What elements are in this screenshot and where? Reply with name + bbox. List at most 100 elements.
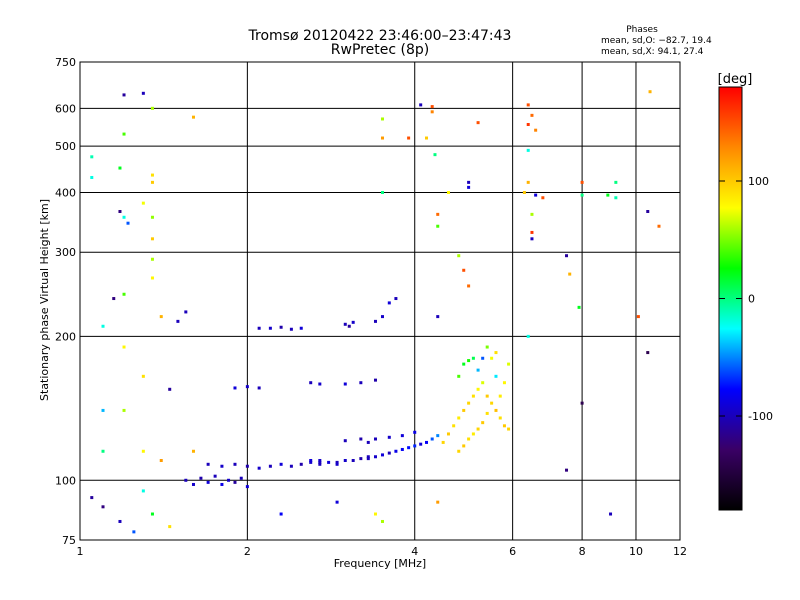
data-point [373, 455, 377, 459]
data-point [467, 359, 471, 363]
data-point [577, 305, 581, 309]
data-point [318, 458, 322, 462]
data-point [380, 136, 384, 140]
data-point [150, 257, 154, 261]
x-tick-label: 6 [509, 545, 516, 558]
data-point [150, 512, 154, 516]
data-point [534, 193, 538, 197]
data-points [90, 90, 661, 534]
data-point [126, 221, 130, 225]
data-point [485, 345, 489, 349]
data-point [462, 362, 466, 366]
data-point [430, 105, 434, 109]
colorbar-label: [deg] [718, 72, 753, 87]
data-point [220, 482, 224, 486]
data-point [233, 462, 237, 466]
data-point [387, 451, 391, 455]
data-point [118, 210, 122, 214]
data-point [476, 427, 480, 431]
data-point [425, 440, 429, 444]
data-point [118, 519, 122, 523]
data-point [373, 512, 377, 516]
data-point [122, 215, 126, 219]
data-point [457, 254, 461, 258]
data-point [614, 180, 618, 184]
data-point [580, 401, 584, 405]
data-point [446, 190, 450, 194]
data-point [522, 190, 526, 194]
data-point [485, 411, 489, 415]
data-point [502, 381, 506, 385]
data-point [343, 439, 347, 443]
data-point [490, 356, 494, 360]
data-point [335, 462, 339, 466]
data-point [366, 457, 370, 461]
data-point [380, 190, 384, 194]
data-point [101, 449, 105, 453]
data-point [387, 301, 391, 305]
data-point [526, 103, 530, 107]
colorbar-tick-label: -100 [748, 410, 773, 423]
data-point [343, 382, 347, 386]
data-point [407, 446, 411, 450]
data-point [90, 155, 94, 159]
data-point [318, 460, 322, 464]
y-tick-label: 300 [55, 246, 76, 259]
data-point [457, 374, 461, 378]
data-point [343, 458, 347, 462]
x-axis-ticks: 1 2 4 6 8 10 12 [77, 545, 688, 558]
data-point [436, 500, 440, 504]
data-point [141, 201, 145, 205]
data-point [436, 315, 440, 319]
data-point [191, 449, 195, 453]
data-point [462, 268, 466, 272]
data-point [476, 121, 480, 125]
data-point [534, 128, 538, 132]
data-point [541, 196, 545, 200]
data-point [150, 173, 154, 177]
data-point [366, 440, 370, 444]
y-tick-label: 750 [55, 56, 76, 69]
data-point [407, 136, 411, 140]
data-point [530, 113, 534, 117]
y-tick-label: 400 [55, 186, 76, 199]
data-point [394, 449, 398, 453]
data-point [433, 153, 437, 157]
data-point [636, 315, 640, 319]
data-point [467, 437, 471, 441]
data-point [150, 215, 154, 219]
data-point [526, 180, 530, 184]
data-point [184, 310, 188, 314]
data-point [441, 440, 445, 444]
data-point [394, 297, 398, 301]
data-point [245, 485, 249, 489]
data-point [184, 478, 188, 482]
data-point [118, 166, 122, 170]
data-point [122, 408, 126, 412]
data-point [657, 224, 661, 228]
data-point [101, 505, 105, 509]
y-tick-label: 75 [62, 534, 76, 547]
y-tick-label: 100 [55, 474, 76, 487]
data-point [494, 408, 498, 412]
data-point [213, 474, 217, 478]
y-tick-label: 500 [55, 140, 76, 153]
data-point [462, 408, 466, 412]
data-point [150, 237, 154, 241]
data-point [279, 512, 283, 516]
data-point [268, 464, 272, 468]
data-point [476, 368, 480, 372]
data-point [257, 326, 261, 330]
data-point [419, 442, 423, 446]
data-point [419, 103, 423, 107]
data-point [289, 464, 293, 468]
y-tick-label: 600 [55, 102, 76, 115]
data-point [373, 319, 377, 323]
data-point [387, 435, 391, 439]
data-point [457, 449, 461, 453]
data-point [257, 466, 261, 470]
data-point [359, 457, 363, 461]
data-point [141, 489, 145, 493]
data-point [191, 115, 195, 119]
data-point [614, 196, 618, 200]
